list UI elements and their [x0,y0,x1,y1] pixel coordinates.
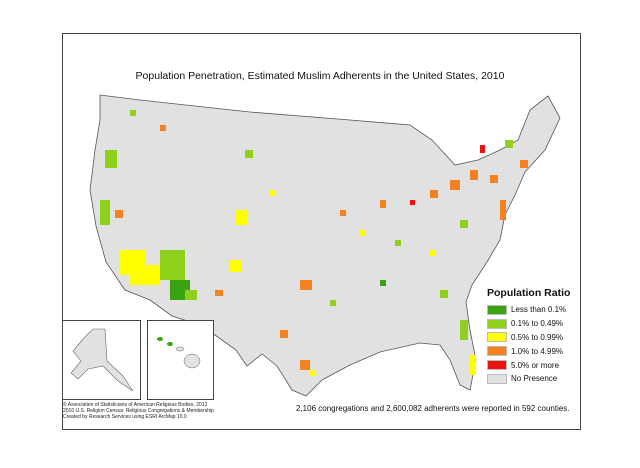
legend-label: Less than 0.1% [511,305,567,315]
county-patch [160,250,185,280]
credit-line: 2010 U.S. Religion Census: Religious Con… [63,408,214,414]
county-patch [395,240,401,246]
alaska-inset [62,320,141,400]
county-patch [480,145,485,153]
legend-item: 1.0% to 4.99% [487,344,570,358]
legend-label: No Presence [511,374,558,384]
county-patch [380,200,386,208]
map-title: Population Penetration, Estimated Muslim… [135,70,505,82]
credits: © Association of Statisticians of Americ… [63,402,214,420]
county-patch [310,370,316,376]
county-patch [330,300,336,306]
alaska-map [70,328,134,392]
hawaii-inset [147,320,214,400]
credit-line: Created by Research Services using ESRI … [63,414,187,420]
county-patch [430,250,436,256]
legend: Population Ratio Less than 0.1% 0.1% to 0… [487,287,570,386]
county-patch [130,265,160,285]
legend-swatch [487,332,507,343]
county-patch [300,280,312,290]
county-patch [270,190,276,196]
summary-text: 2,106 congregations and 2,600,082 adhere… [296,404,570,413]
legend-item: 5.0% or more [487,358,570,372]
legend-title: Population Ratio [487,287,571,299]
county-patch [360,230,366,236]
legend-item: No Presence [487,372,570,386]
county-patch [380,280,386,286]
hawaii-map [157,337,201,369]
legend-label: 5.0% or more [511,360,560,370]
legend-item: 0.5% to 0.99% [487,331,570,345]
county-patch [440,290,448,298]
legend-swatch [487,318,507,329]
county-patch [490,175,498,183]
county-patch [460,320,468,340]
county-patch [430,190,438,198]
county-patch [115,210,123,218]
legend-item: Less than 0.1% [487,303,570,317]
county-patch [470,355,476,375]
legend-swatch [487,373,507,384]
county-patch [245,150,253,158]
county-patch [300,360,310,370]
county-patch [105,150,117,168]
legend-swatch [487,304,507,315]
map-frame [62,33,581,430]
legend-swatch [487,346,507,357]
county-patch [185,290,197,300]
county-patch [235,210,247,225]
legend-label: 0.1% to 0.49% [511,319,564,329]
legend-swatch [487,360,507,371]
county-patch [230,260,242,272]
county-patch [505,140,513,148]
legend-label: 0.5% to 0.99% [511,332,564,342]
county-patch [340,210,346,216]
county-patch [450,180,460,190]
county-patch [460,220,468,228]
county-patch [130,110,136,116]
county-patch [160,125,166,131]
county-patch [100,200,110,225]
county-patch [470,170,478,180]
legend-label: 1.0% to 4.99% [511,346,564,356]
county-patch [410,200,415,205]
county-patch [500,200,506,220]
credit-line: © Association of Statisticians of Americ… [63,402,208,408]
county-patch [215,290,223,296]
legend-item: 0.1% to 0.49% [487,317,570,331]
county-patch [280,330,288,338]
county-patch [520,160,528,168]
